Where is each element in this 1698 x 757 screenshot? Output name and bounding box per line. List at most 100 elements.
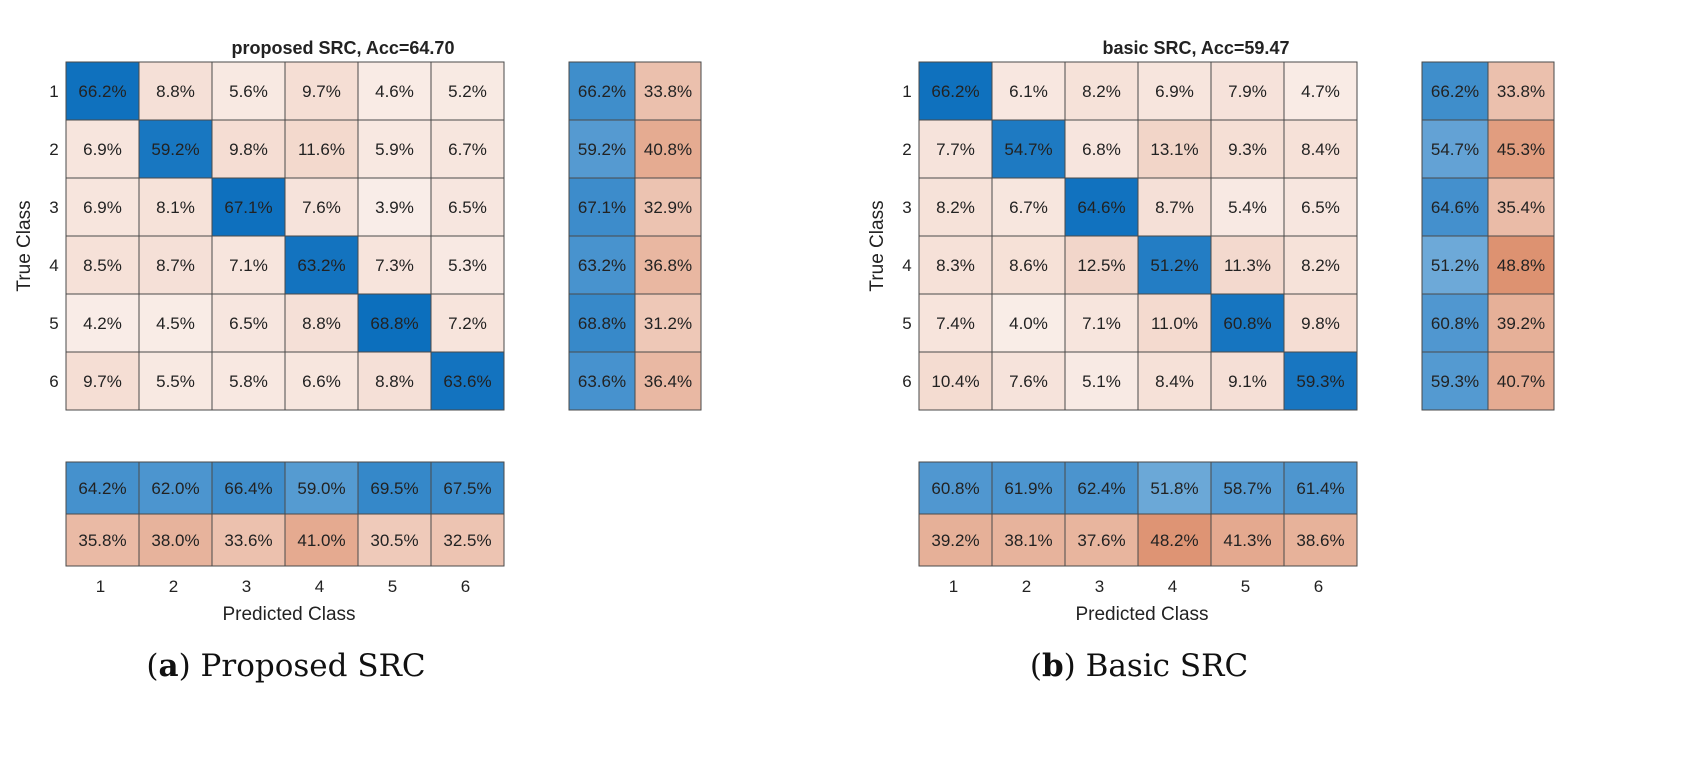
matrix-value-r2-c5: 5.9% xyxy=(375,140,414,159)
col-summary-incorrect-value-1: 39.2% xyxy=(931,531,979,550)
matrix-value-r1-c4: 6.9% xyxy=(1155,82,1194,101)
matrix-value-r2-c4: 13.1% xyxy=(1150,140,1198,159)
col-summary-correct-3 xyxy=(211,461,286,515)
matrix-value-r5-c5: 68.8% xyxy=(370,314,418,333)
col-summary-correct-5 xyxy=(1210,461,1285,515)
matrix-cell-r3-c4 xyxy=(284,177,359,237)
matrix-value-r6-c1: 10.4% xyxy=(931,372,979,391)
col-summary-incorrect-value-5: 30.5% xyxy=(370,531,418,550)
row-summary-correct-6 xyxy=(1421,351,1489,411)
row-summary-incorrect-value-3: 35.4% xyxy=(1497,198,1545,217)
matrix-value-r6-c5: 8.8% xyxy=(375,372,414,391)
x-tick-label: 1 xyxy=(949,577,958,596)
matrix-value-r4-c5: 7.3% xyxy=(375,256,414,275)
row-summary-incorrect-value-4: 48.8% xyxy=(1497,256,1545,275)
y-axis-label: True Class xyxy=(867,200,888,291)
x-tick-label: 6 xyxy=(1314,577,1323,596)
y-tick-label: 4 xyxy=(49,256,58,275)
col-summary-incorrect-2 xyxy=(991,513,1066,567)
y-tick-label: 6 xyxy=(902,372,911,391)
col-summary-correct-1 xyxy=(65,461,140,515)
matrix-cell-r5-c3 xyxy=(211,293,286,353)
chart-title: basic SRC, Acc=59.47 xyxy=(1103,38,1290,58)
matrix-cell-r2-c6 xyxy=(430,119,505,179)
matrix-cell-r3-c2 xyxy=(138,177,213,237)
row-summary-correct-value-6: 63.6% xyxy=(578,372,626,391)
col-summary-incorrect-4 xyxy=(284,513,359,567)
col-summary-incorrect-value-4: 48.2% xyxy=(1150,531,1198,550)
matrix-value-r3-c3: 64.6% xyxy=(1077,198,1125,217)
row-summary-incorrect-6 xyxy=(634,351,702,411)
matrix-value-r3-c5: 3.9% xyxy=(375,198,414,217)
row-summary-correct-value-2: 59.2% xyxy=(578,140,626,159)
col-summary-incorrect-5 xyxy=(1210,513,1285,567)
row-summary-incorrect-value-5: 39.2% xyxy=(1497,314,1545,333)
y-tick-label: 4 xyxy=(902,256,911,275)
col-summary-correct-value-6: 61.4% xyxy=(1296,479,1344,498)
matrix-cell-r4-c4 xyxy=(284,235,359,295)
col-summary-incorrect-6 xyxy=(430,513,505,567)
x-tick-label: 3 xyxy=(1095,577,1104,596)
matrix-value-r1-c4: 9.7% xyxy=(302,82,341,101)
row-summary-incorrect-value-2: 45.3% xyxy=(1497,140,1545,159)
matrix-cell-r5-c4 xyxy=(1137,293,1212,353)
matrix-value-r4-c4: 63.2% xyxy=(297,256,345,275)
matrix-value-r5-c2: 4.5% xyxy=(156,314,195,333)
matrix-value-r3-c4: 8.7% xyxy=(1155,198,1194,217)
row-summary-correct-value-5: 60.8% xyxy=(1431,314,1479,333)
col-summary-incorrect-value-5: 41.3% xyxy=(1223,531,1271,550)
matrix-cell-r1-c4 xyxy=(1137,61,1212,121)
row-summary-incorrect-5 xyxy=(634,293,702,353)
matrix-value-r2-c1: 7.7% xyxy=(936,140,975,159)
matrix-value-r3-c6: 6.5% xyxy=(448,198,487,217)
matrix-cell-r3-c3 xyxy=(1064,177,1139,237)
row-summary-correct-4 xyxy=(568,235,636,295)
matrix-value-r4-c6: 8.2% xyxy=(1301,256,1340,275)
matrix-value-r6-c6: 63.6% xyxy=(443,372,491,391)
row-summary-incorrect-value-2: 40.8% xyxy=(644,140,692,159)
matrix-value-r1-c5: 7.9% xyxy=(1228,82,1267,101)
matrix-cell-r3-c6 xyxy=(430,177,505,237)
row-summary-correct-value-5: 68.8% xyxy=(578,314,626,333)
matrix-cell-r6-c3 xyxy=(1064,351,1139,411)
matrix-value-r2-c5: 9.3% xyxy=(1228,140,1267,159)
x-tick-label: 5 xyxy=(1241,577,1250,596)
matrix-cell-r6-c6 xyxy=(1283,351,1358,411)
matrix-cell-r6-c6 xyxy=(430,351,505,411)
matrix-value-r6-c4: 6.6% xyxy=(302,372,341,391)
col-summary-correct-value-1: 64.2% xyxy=(78,479,126,498)
row-summary-correct-5 xyxy=(568,293,636,353)
matrix-value-r5-c1: 7.4% xyxy=(936,314,975,333)
row-summary-incorrect-1 xyxy=(1487,61,1555,121)
row-summary-incorrect-value-4: 36.8% xyxy=(644,256,692,275)
col-summary-incorrect-value-4: 41.0% xyxy=(297,531,345,550)
matrix-value-r6-c1: 9.7% xyxy=(83,372,122,391)
y-tick-label: 5 xyxy=(902,314,911,333)
matrix-cell-r2-c6 xyxy=(1283,119,1358,179)
chart-title: proposed SRC, Acc=64.70 xyxy=(232,38,455,58)
col-summary-incorrect-3 xyxy=(211,513,286,567)
row-summary-incorrect-4 xyxy=(634,235,702,295)
matrix-cell-r2-c4 xyxy=(284,119,359,179)
matrix-value-r5-c3: 7.1% xyxy=(1082,314,1121,333)
matrix-cell-r6-c5 xyxy=(357,351,432,411)
row-summary-correct-2 xyxy=(568,119,636,179)
matrix-value-r2-c2: 54.7% xyxy=(1004,140,1052,159)
x-tick-label: 1 xyxy=(96,577,105,596)
row-summary-incorrect-4 xyxy=(1487,235,1555,295)
matrix-value-r4-c2: 8.6% xyxy=(1009,256,1048,275)
col-summary-incorrect-2 xyxy=(138,513,213,567)
row-summary-correct-1 xyxy=(568,61,636,121)
col-summary-correct-value-6: 67.5% xyxy=(443,479,491,498)
matrix-cell-r1-c6 xyxy=(430,61,505,121)
matrix-value-r3-c5: 5.4% xyxy=(1228,198,1267,217)
col-summary-correct-value-4: 59.0% xyxy=(297,479,345,498)
matrix-value-r4-c1: 8.5% xyxy=(83,256,122,275)
col-summary-incorrect-value-2: 38.0% xyxy=(151,531,199,550)
col-summary-correct-6 xyxy=(1283,461,1358,515)
matrix-cell-r5-c3 xyxy=(1064,293,1139,353)
matrix-cell-r4-c1 xyxy=(65,235,140,295)
matrix-cell-r3-c6 xyxy=(1283,177,1358,237)
matrix-value-r6-c5: 9.1% xyxy=(1228,372,1267,391)
